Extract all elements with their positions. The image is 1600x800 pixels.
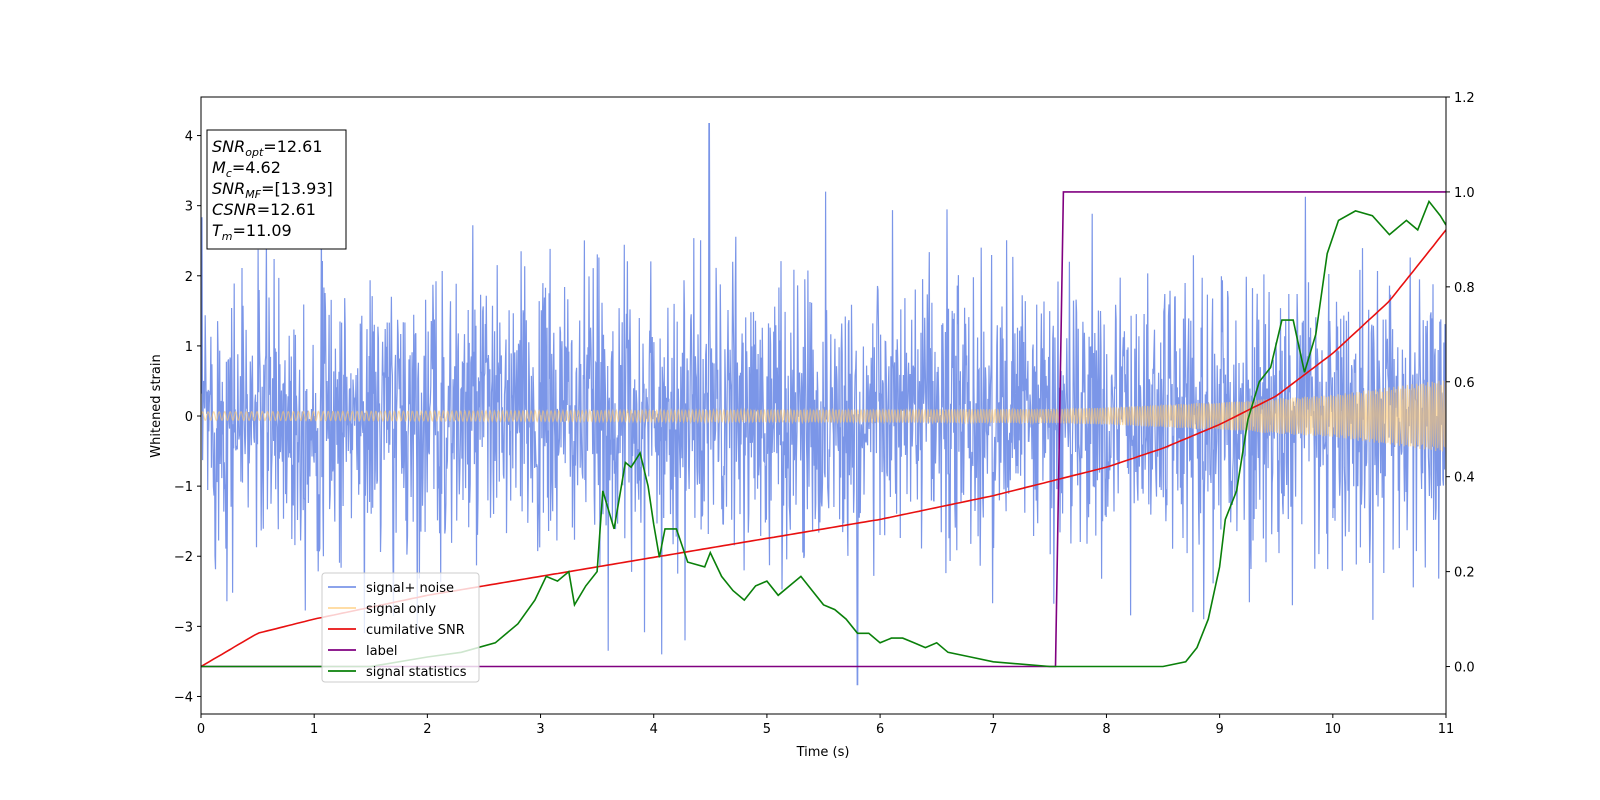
x-tick-label: 10	[1325, 722, 1342, 737]
x-tick-label: 7	[989, 722, 997, 737]
annotation-line: Tm=11.09	[212, 221, 292, 243]
y-tick-label: −2	[174, 550, 193, 565]
y-tick-label: −4	[174, 690, 193, 705]
y-axis-label: Whitened strain	[149, 354, 164, 457]
x-tick-label: 3	[536, 722, 544, 737]
y2-tick-label: 1.0	[1454, 186, 1475, 201]
y-tick-label: −1	[174, 480, 193, 495]
y2-tick-label: 0.6	[1454, 376, 1475, 391]
annotation-line: CSNR=12.61	[212, 200, 316, 219]
y-tick-label: −3	[174, 620, 193, 635]
x-tick-label: 1	[310, 722, 318, 737]
x-tick-label: 9	[1215, 722, 1223, 737]
y2-tick-label: 0.0	[1454, 661, 1475, 676]
x-tick-label: 8	[1102, 722, 1110, 737]
x-tick-label: 5	[763, 722, 771, 737]
y2-tick-label: 0.8	[1454, 281, 1475, 296]
annotation-line: SNRMF=[13.93]	[212, 179, 333, 201]
y-tick-label: 2	[185, 270, 193, 285]
legend-label: signal+ noise	[366, 581, 454, 596]
y2-tick-label: 0.4	[1454, 471, 1475, 486]
plot-frame	[200, 96, 1447, 715]
y-tick-label: 3	[185, 200, 193, 215]
legend: signal+ noise signal only cumilative SNR la…	[321, 572, 480, 683]
x-tick-label: 0	[197, 722, 205, 737]
legend-label: cumilative SNR	[366, 623, 465, 638]
legend-label: signal statistics	[366, 665, 467, 680]
x-tick-label: 2	[423, 722, 431, 737]
stats-annotation-box: SNRopt=12.61Mc=4.62SNRMF=[13.93]CSNR=12.…	[206, 129, 347, 250]
x-axis-label: Time (s)	[796, 745, 850, 760]
axes: 0 1 2 3 4 5 6 7 8 9 10 1143210−1−2−3−41.21.00.80.60…	[174, 91, 1475, 737]
annotation-line: Mc=4.62	[212, 158, 281, 180]
y-tick-label: 4	[185, 130, 193, 145]
legend-label: signal only	[366, 602, 436, 617]
legend-label: label	[366, 644, 397, 659]
annotation-line: SNRopt=12.61	[212, 137, 323, 159]
y2-tick-label: 1.2	[1454, 91, 1475, 106]
series-signal-only-line	[201, 380, 1446, 452]
y-tick-label: 1	[185, 340, 193, 355]
series-label-line	[201, 191, 1446, 668]
x-tick-label: 4	[650, 722, 658, 737]
y-tick-label: 0	[185, 410, 193, 425]
series-signal-statistics-line	[201, 199, 1446, 668]
x-tick-label: 6	[876, 722, 884, 737]
y2-tick-label: 0.2	[1454, 566, 1475, 581]
x-tick-label: 11	[1438, 722, 1455, 737]
